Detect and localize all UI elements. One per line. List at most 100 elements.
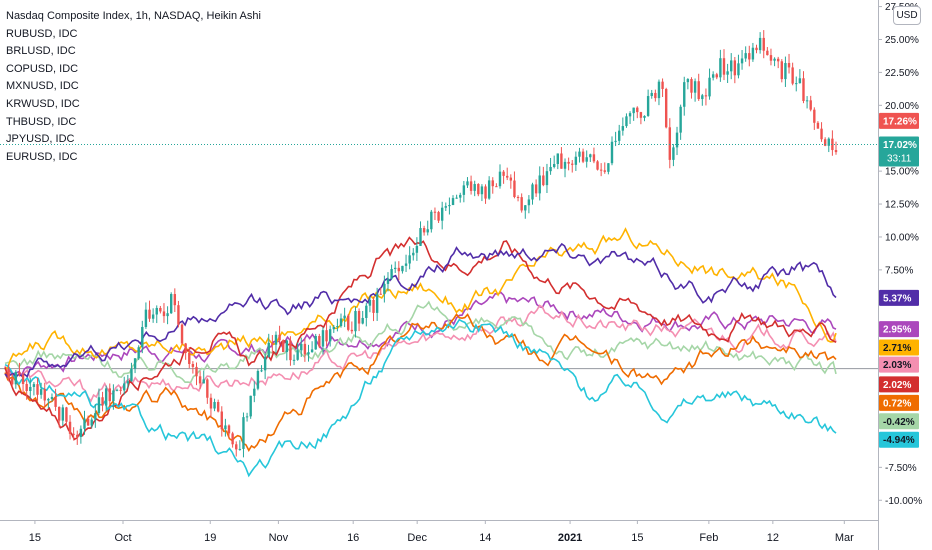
candle-body	[477, 184, 480, 195]
candle-body	[726, 71, 729, 75]
candle-body	[809, 100, 812, 110]
candle-body	[274, 334, 278, 345]
legend-item-rubusd[interactable]: RUBUSD, IDC	[6, 27, 78, 40]
candle-body	[509, 177, 513, 181]
candle-body	[375, 293, 379, 313]
candle-body	[151, 314, 155, 319]
series-line-eurusd	[4, 242, 837, 379]
series-label-jpyusd: 2.71%	[883, 343, 911, 354]
candle-body	[730, 60, 733, 72]
legend-item-krwusd[interactable]: KRWUSD, IDC	[6, 97, 80, 110]
legend-item-copusd[interactable]: COPUSD, IDC	[6, 62, 79, 75]
series-label-eurusd-bg	[879, 289, 919, 306]
candle-body	[715, 74, 718, 78]
series-label-jpyusd-bg	[879, 339, 919, 356]
candle-body	[372, 299, 375, 313]
candle-body	[216, 401, 220, 412]
legend-item-jpyusd[interactable]: JPYUSD, IDC	[6, 133, 75, 146]
candle-body	[65, 407, 68, 422]
candle-body	[408, 255, 411, 264]
candle-body	[368, 299, 372, 306]
candle-body	[11, 378, 14, 385]
candle-body	[502, 171, 505, 176]
x-tick-label-3: Nov	[269, 532, 289, 544]
candle-body	[798, 78, 802, 84]
candle-body	[686, 79, 690, 83]
y-tick-label-1: 25.00%	[885, 35, 919, 46]
y-tick-label-3: 20.00%	[885, 101, 919, 112]
candle-body	[766, 50, 769, 56]
candle-body	[556, 153, 559, 165]
legend-main-series[interactable]: Nasdaq Composite Index, 1h, NASDAQ, Heik…	[6, 10, 261, 22]
candle-body	[722, 58, 726, 75]
candle-body	[451, 198, 455, 206]
candle-body	[61, 407, 65, 421]
candle-body	[480, 186, 484, 195]
x-tick-label-8: 15	[631, 532, 643, 544]
candle-body	[578, 151, 581, 157]
candle-body	[412, 252, 415, 256]
candle-body	[32, 384, 36, 387]
candle-body	[585, 157, 588, 162]
series-line-jpyusd	[4, 227, 837, 371]
candle-body	[68, 421, 72, 434]
legend-item-brlusd[interactable]: BRLUSD, IDC	[6, 45, 76, 58]
candle-body	[614, 140, 617, 142]
candle-body	[607, 163, 610, 172]
candle-body	[57, 406, 61, 421]
candle-body	[180, 324, 184, 344]
candle-body	[466, 181, 469, 186]
y-tick-label-6: 10.00%	[885, 232, 919, 243]
candle-body	[596, 161, 599, 170]
candle-body	[354, 310, 357, 332]
currency-button[interactable]: USD	[893, 6, 921, 25]
candle-body	[202, 379, 205, 384]
candle-body	[339, 318, 343, 327]
candle-body	[249, 395, 252, 417]
candle-body	[289, 340, 292, 361]
legend-item-eurusd[interactable]: EURUSD, IDC	[6, 150, 78, 163]
candle-body	[332, 327, 335, 330]
candle-body	[426, 229, 429, 233]
candle-body	[498, 171, 502, 187]
candle-body	[213, 401, 216, 409]
candle-body	[227, 425, 231, 434]
candle-body	[404, 263, 408, 266]
series-label-krwusd-bg	[879, 356, 919, 373]
x-tick-label-7: 2021	[558, 532, 582, 544]
candle-body	[552, 164, 556, 167]
candle-body	[231, 433, 234, 445]
candle-body	[679, 106, 682, 133]
candle-body	[285, 340, 289, 353]
candle-body	[133, 358, 137, 369]
candle-body	[737, 63, 740, 76]
candle-body	[581, 151, 585, 162]
candle-body	[155, 307, 158, 315]
candle-body	[97, 397, 101, 414]
candle-body	[137, 347, 140, 359]
legend-item-mxnusd[interactable]: MXNUSD, IDC	[6, 80, 79, 93]
candle-body	[784, 63, 787, 80]
candle-body	[188, 353, 191, 365]
candle-body	[144, 309, 148, 327]
candle-body	[574, 156, 578, 165]
candle-body	[36, 384, 39, 395]
candle-body	[307, 352, 310, 355]
candle-body	[108, 388, 111, 402]
candle-body	[654, 92, 657, 99]
candle-body	[7, 368, 10, 379]
candle-body	[524, 205, 527, 211]
candle-body	[437, 212, 440, 221]
series-label-krwusd: 2.03%	[883, 360, 911, 371]
candle-body	[758, 37, 762, 51]
candle-body	[661, 81, 664, 89]
candle-body	[487, 180, 491, 199]
candle-body	[126, 381, 130, 384]
y-tick-label-4: 15.00%	[885, 167, 919, 178]
legend-item-thbusd[interactable]: THBUSD, IDC	[6, 115, 77, 128]
series-label-brlusd-bg	[879, 394, 919, 411]
candle-body	[267, 342, 270, 357]
candle-body	[365, 305, 368, 318]
candle-body	[827, 138, 830, 146]
